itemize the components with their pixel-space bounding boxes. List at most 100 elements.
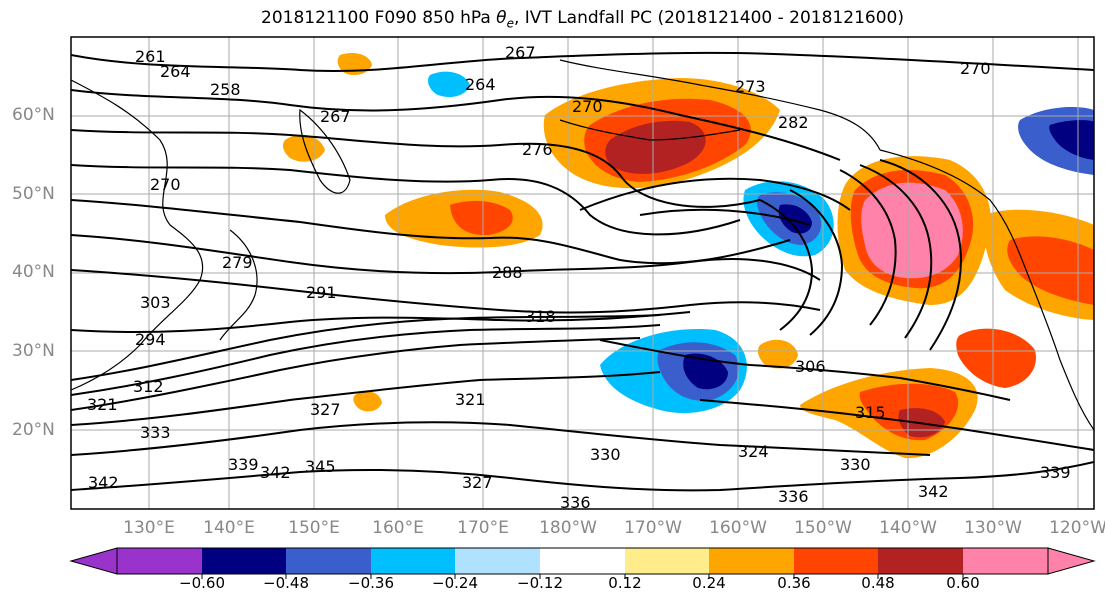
contour-line (839, 169, 897, 326)
contour-label: 324 (738, 442, 769, 461)
map-title: 2018121100 F090 850 hPa θe, IVT Landfall… (0, 8, 1105, 30)
colorbar-tick-label: 0.36 (777, 574, 811, 592)
coastline-kamchatka (299, 108, 351, 194)
coastlines (71, 59, 1094, 431)
colorbar-tick-label: 0.24 (692, 574, 726, 592)
colorbar-segment (963, 548, 1048, 574)
positive-anomaly-small-1 (757, 339, 798, 369)
colorbar-segment (878, 548, 963, 574)
contour-line (71, 461, 1094, 492)
contour-label: 282 (778, 113, 809, 132)
contour-label: 345 (305, 457, 336, 476)
contour-label: 276 (522, 140, 553, 159)
colorbar-segment (117, 548, 202, 574)
coastline-north-america (879, 149, 1094, 431)
contour-line (71, 89, 841, 161)
negative-anomaly-light-1 (428, 71, 470, 97)
contour-line (71, 234, 821, 281)
lon-label-170e: 170°E (457, 518, 509, 538)
contour-label: 330 (840, 455, 871, 474)
contour-label: 264 (465, 75, 496, 94)
theta-e-contours (71, 51, 1094, 492)
lon-label-150w: 150°W (794, 518, 852, 538)
lon-label-180w: 180°W (539, 518, 597, 538)
colorbar-tick-label: 0.60 (946, 574, 980, 592)
lon-label-170w: 170°W (624, 518, 682, 538)
shaded-anomaly-regions (282, 53, 1094, 459)
positive-anomaly-mexico (956, 328, 1036, 388)
colorbar-tick-label: −0.36 (348, 574, 394, 592)
contour-label: 270 (150, 175, 181, 194)
positive-anomaly-bering-peak (605, 120, 706, 174)
contour-line (699, 399, 1094, 451)
contour-labels: 261 264 258 267 264 267 270 276 270 273 … (87, 43, 1071, 512)
contour-line (71, 421, 931, 456)
colorbar-segment (286, 548, 371, 574)
contour-label: 327 (310, 400, 341, 419)
contour-label: 261 (135, 47, 166, 66)
coastline-aleutians (559, 119, 741, 141)
contour-label: 270 (960, 59, 991, 78)
lat-label-20n: 20°N (12, 420, 55, 440)
contour-label: 339 (1040, 463, 1071, 482)
contour-label: 288 (492, 263, 523, 282)
lat-label-40n: 40°N (12, 262, 55, 282)
colorbar-segment (794, 548, 878, 574)
contour-label: 342 (918, 482, 949, 501)
contour-line (71, 311, 691, 333)
coastline-alaska (559, 59, 881, 151)
lon-label-130w: 130°W (964, 518, 1022, 538)
contour-label: 267 (505, 43, 536, 62)
coastline-japan (219, 229, 258, 341)
contour-line (579, 177, 851, 211)
contour-label: 318 (525, 307, 556, 326)
lon-label-150e: 150°E (288, 518, 340, 538)
lon-label-160w: 160°W (709, 518, 767, 538)
colorbar-segment (455, 548, 540, 574)
colorbar-tick-label: −0.60 (179, 574, 225, 592)
colorbar-segment (202, 548, 286, 574)
contour-label: 330 (590, 445, 621, 464)
colorbar (69, 547, 1096, 579)
lon-label-130e: 130°E (123, 518, 175, 538)
negative-anomaly-subtropics-peak (683, 353, 728, 390)
contour-line (639, 208, 811, 226)
colorbar-extend-min (69, 547, 118, 575)
contour-line (759, 199, 814, 331)
contour-line (71, 164, 741, 236)
contour-label: 306 (795, 357, 826, 376)
title-prefix: 2018121100 F090 850 hPa (261, 8, 497, 28)
positive-anomaly-small-3 (353, 391, 382, 412)
lat-label-50n: 50°N (12, 184, 55, 204)
contour-line (71, 269, 821, 314)
contour-label: 342 (260, 463, 291, 482)
contour-line (71, 371, 661, 426)
colorbar-tick-label: −0.24 (432, 574, 478, 592)
title-suffix: , IVT Landfall PC (2018121400 - 20181216… (513, 8, 904, 28)
contour-label: 291 (306, 283, 337, 302)
colorbar-tick-label: 0.48 (861, 574, 895, 592)
positive-anomaly-ne-pacific-peak (861, 182, 963, 279)
contour-label: 339 (228, 455, 259, 474)
contour-label: 258 (210, 80, 241, 99)
lon-label-140w: 140°W (879, 518, 937, 538)
contour-label: 264 (160, 62, 191, 81)
lat-label-60n: 60°N (12, 105, 55, 125)
contour-label: 333 (140, 423, 171, 442)
contour-line (599, 339, 1011, 401)
colorbar-segment (371, 548, 455, 574)
contour-label: 336 (560, 493, 591, 512)
lon-label-120w: 120°W (1049, 518, 1105, 538)
positive-anomaly-nw-coast-core (1007, 236, 1094, 305)
contour-label: 321 (455, 390, 486, 409)
colorbar-segment (709, 548, 794, 574)
lat-label-30n: 30°N (12, 341, 55, 361)
colorbar-extend-max (1047, 547, 1096, 575)
contour-label: 312 (133, 377, 164, 396)
contour-line (71, 324, 661, 396)
contour-line (859, 164, 933, 339)
contour-line (71, 129, 761, 208)
contour-label: 315 (855, 403, 886, 422)
title-theta: θ (496, 8, 507, 28)
